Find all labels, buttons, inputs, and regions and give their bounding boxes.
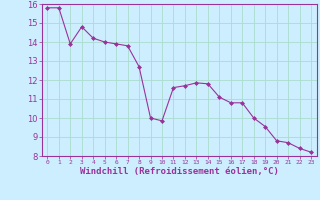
- X-axis label: Windchill (Refroidissement éolien,°C): Windchill (Refroidissement éolien,°C): [80, 167, 279, 176]
